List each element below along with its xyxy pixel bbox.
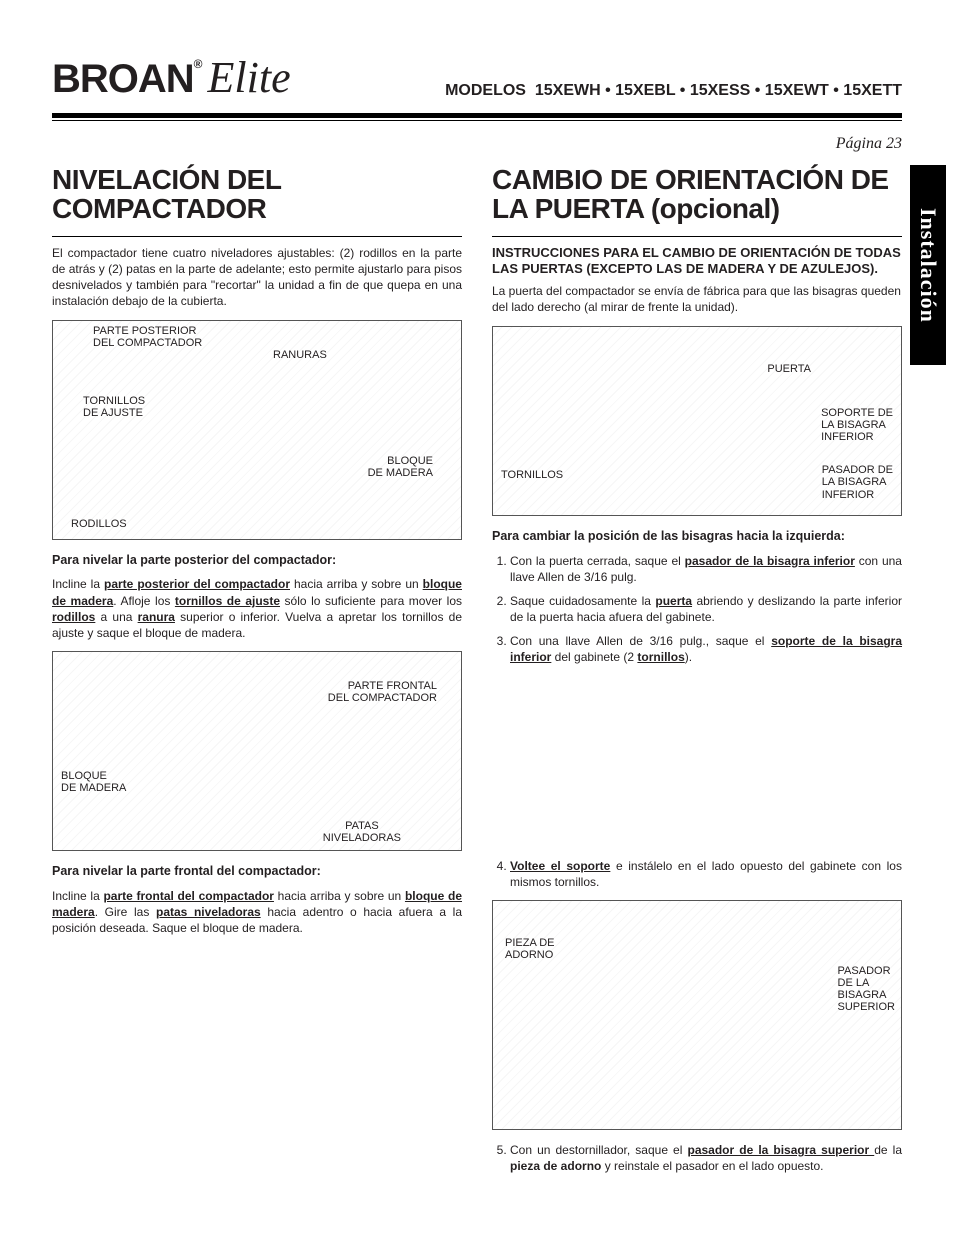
left-para1: Incline la parte posterior del compactad… (52, 576, 462, 641)
models-list: 15XEWH • 15XEBL • 15XESS • 15XEWT • 15XE… (535, 82, 902, 99)
brand-reg-mark: ® (194, 57, 202, 71)
page-header: BROAN® Elite MODELOS 15XEWH • 15XEBL • 1… (52, 48, 902, 107)
fig1-label-screws: TORNILLOS DE AJUSTE (83, 395, 145, 419)
t: Voltee el soporte (510, 859, 610, 873)
content-columns: Instalación NIVELACIÓN DEL COMPACTADOR E… (52, 165, 902, 1182)
right-column: CAMBIO DE ORIENTACIÓN DE LA PUERTA (opci… (492, 165, 902, 1182)
t: rodillos (52, 610, 95, 624)
figure-bracket-flip (492, 676, 902, 846)
step-1: Con la puerta cerrada, saque el pasador … (510, 553, 902, 585)
brand-sub: Elite (208, 48, 291, 107)
right-caps-sub: INSTRUCCIONES PARA EL CAMBIO DE ORIENTAC… (492, 245, 902, 278)
t: Saque cuidadosamente la (510, 594, 655, 608)
t: pieza de adorno (510, 1159, 601, 1173)
t: parte posterior del compactador (104, 577, 290, 591)
fig2-label-front: PARTE FRONTAL DEL COMPACTADOR (328, 680, 437, 704)
t: Con un destornillador, saque el (510, 1143, 687, 1157)
left-column: NIVELACIÓN DEL COMPACTADOR El compactado… (52, 165, 462, 1182)
models-label: MODELOS (445, 82, 526, 99)
figR1-label-screws: TORNILLOS (501, 469, 563, 481)
fig2-label-legs: PATAS NIVELADORAS (323, 820, 401, 844)
t: parte frontal del compactador (103, 889, 274, 903)
t: patas niveladoras (156, 905, 261, 919)
figR1-label-door: PUERTA (767, 363, 811, 375)
left-title: NIVELACIÓN DEL COMPACTADOR (52, 165, 462, 224)
left-sub1: Para nivelar la parte posterior del comp… (52, 552, 462, 569)
t: tornillos (637, 650, 684, 664)
t: tornillos de ajuste (175, 594, 280, 608)
fig2-label-block: BLOQUE DE MADERA (61, 770, 126, 794)
fig1-label-slots: RANURAS (273, 349, 327, 361)
fig1-label-rollers: RODILLOS (71, 518, 127, 530)
t: Incline la (52, 577, 104, 591)
models-line: MODELOS 15XEWH • 15XEBL • 15XESS • 15XEW… (445, 80, 902, 108)
step-2: Saque cuidadosamente la puerta abriendo … (510, 593, 902, 625)
figure-top-hinge: PIEZA DE ADORNO PASADOR DE LA BISAGRA SU… (492, 900, 902, 1130)
figure-rear-leveling: PARTE POSTERIOR DEL COMPACTADOR RANURAS … (52, 320, 462, 540)
brand-logo: BROAN® Elite (52, 48, 291, 107)
t: ). (685, 650, 692, 664)
figure-door-hinge: PUERTA SOPORTE DE LA BISAGRA INFERIOR PA… (492, 326, 902, 516)
left-title-rule (52, 236, 462, 237)
steps-list-2: Voltee el soporte e instálelo en el lado… (492, 858, 902, 890)
t: del gabinete (2 (551, 650, 637, 664)
right-intro: La puerta del compactador se envía de fá… (492, 283, 902, 315)
t: y reinstale el pasador en el lado opuest… (601, 1159, 823, 1173)
figR3-label-trim: PIEZA DE ADORNO (505, 937, 555, 961)
brand-main-text: BROAN (52, 57, 194, 101)
fig1-label-rear: PARTE POSTERIOR DEL COMPACTADOR (93, 325, 202, 349)
t: a una (95, 610, 137, 624)
t: pasador de la bisagra superior (687, 1143, 874, 1157)
t: . Gire las (95, 905, 156, 919)
step-3: Con una llave Allen de 3/16 pulg., saque… (510, 633, 902, 665)
steps-list: Con la puerta cerrada, saque el pasador … (492, 553, 902, 666)
section-tab-label: Instalación (913, 208, 943, 323)
right-title: CAMBIO DE ORIENTACIÓN DE LA PUERTA (opci… (492, 165, 902, 224)
brand-main: BROAN® (52, 52, 202, 106)
t: Con la puerta cerrada, saque el (510, 554, 685, 568)
t: pasador de la bisagra inferior (685, 554, 855, 568)
t: . Afloje los (113, 594, 175, 608)
header-rule-thick (52, 113, 902, 118)
header-rule-thin (52, 120, 902, 121)
fig1-label-block: BLOQUE DE MADERA (368, 455, 433, 479)
figR3-label-toppin: PASADOR DE LA BISAGRA SUPERIOR (838, 965, 895, 1013)
t: de la (874, 1143, 902, 1157)
t: puerta (655, 594, 692, 608)
left-sub2: Para nivelar la parte frontal del compac… (52, 863, 462, 880)
t: Incline la (52, 889, 103, 903)
t: hacia arriba y sobre un (290, 577, 423, 591)
section-tab: Instalación (910, 165, 946, 365)
steps-list-3: Con un destornillador, saque el pasador … (492, 1142, 902, 1174)
t: hacia arriba y sobre un (274, 889, 405, 903)
step-5: Con un destornillador, saque el pasador … (510, 1142, 902, 1174)
step-4: Voltee el soporte e instálelo en el lado… (510, 858, 902, 890)
figR1-label-pin: PASADOR DE LA BISAGRA INFERIOR (822, 464, 893, 500)
left-intro: El compactador tiene cuatro niveladores … (52, 245, 462, 310)
t: ranura (138, 610, 175, 624)
figure-front-leveling: PARTE FRONTAL DEL COMPACTADOR BLOQUE DE … (52, 651, 462, 851)
t: sólo lo suficiente para mover los (280, 594, 462, 608)
left-para2: Incline la parte frontal del compactador… (52, 888, 462, 937)
t: Con una llave Allen de 3/16 pulg., saque… (510, 634, 771, 648)
page-number: Página 23 (52, 133, 902, 155)
figR1-label-bracket: SOPORTE DE LA BISAGRA INFERIOR (821, 407, 893, 443)
right-sub1: Para cambiar la posición de las bisagras… (492, 528, 902, 545)
right-title-rule (492, 236, 902, 237)
